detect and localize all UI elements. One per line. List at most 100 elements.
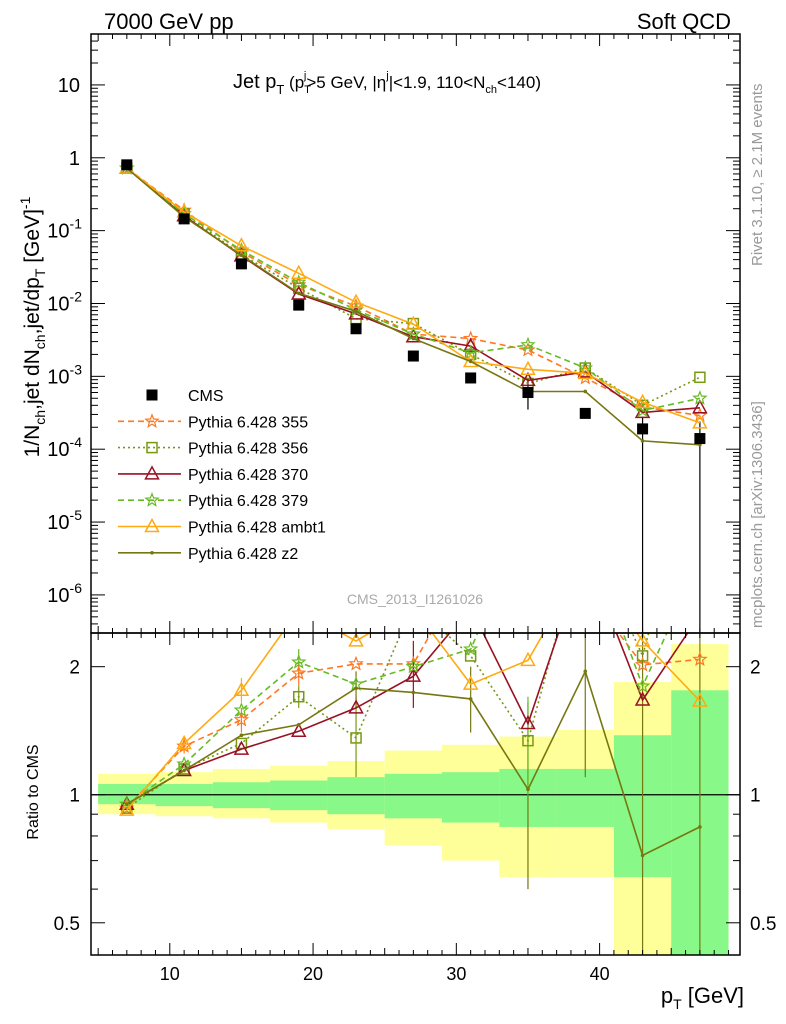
data-point-p356 [694,371,706,384]
ratio-plot-frame [90,632,741,956]
data-point-ambt1 [520,360,536,376]
x-tick-label: 30 [446,964,466,984]
legend-label-z2: Pythia 6.428 z2 [188,546,298,563]
data-point-z2 [640,439,645,443]
y-tick-label: 10-3 [47,361,82,388]
ratio-point-p379 [291,653,307,669]
data-point-cms [579,407,591,419]
data-point-cms [235,258,247,270]
data-point-cms [121,159,133,171]
series-line-p356 [126,167,701,407]
data-point-ambt1 [634,393,651,409]
y-tick-label: 10-4 [47,434,82,461]
data-point-z2 [296,291,301,296]
uncertainty-band-inner [384,773,443,819]
uncertainty-band-inner [442,772,500,823]
legend-label-ambt1: Pythia 6.428 ambt1 [188,520,326,537]
y-tick-label: 10-5 [47,507,82,534]
ratio-point-p356 [522,734,534,747]
ratio-point-z2 [468,697,473,701]
ratio-point-p379 [579,523,591,535]
ratio-point-p379 [233,702,250,717]
ratio-point-z2 [411,690,416,695]
ratio-y-tick-label: 1 [69,786,80,807]
data-point-ambt1 [692,414,708,429]
data-point-p370 [520,371,536,387]
legend-marker-ambt1 [144,517,160,533]
x-tick-label: 10 [160,964,180,984]
ratio-y-tick-label-right: 1 [750,786,761,807]
data-point-ambt1 [290,264,307,280]
data-point-z2 [583,389,588,394]
legend-label-p370: Pythia 6.428 370 [188,467,308,484]
data-point-cms [637,423,649,435]
x-axis-label: pT [GeV] [661,983,744,1012]
ratio-point-p370 [405,667,422,682]
ratio-y-tick-label: 2 [69,658,80,679]
data-point-p379 [634,402,651,418]
legend-label-p379: Pythia 6.428 379 [188,493,308,510]
y-tick-label: 10-2 [47,288,82,315]
mcplots-label: mcplots.cern.ch [arXiv:1306.3436] [749,401,766,628]
data-point-p379 [520,336,536,352]
ratio-point-p356 [292,690,305,703]
ratio-point-p370 [348,699,364,714]
data-point-ambt1 [405,315,422,330]
ratio-point-p355 [522,542,534,554]
ratio-point-p370 [290,722,307,738]
ratio-point-ambt1 [176,734,192,750]
ratio-point-p356 [350,732,362,744]
series-line-p355 [126,167,701,417]
ratio-point-p379 [176,756,192,771]
ratio-point-ambt1 [579,554,592,566]
process-label: Soft QCD [637,9,731,34]
ratio-point-ambt1 [634,633,651,647]
legend-marker-z2 [150,551,154,555]
ratio-y-axis-label: Ratio to CMS [25,744,42,839]
legend-label-p355: Pythia 6.428 355 [188,414,308,431]
data-point-p379 [577,359,594,375]
x-tick-label: 40 [590,964,610,984]
ratio-point-z2 [182,768,186,773]
ratio-point-p355 [233,711,250,727]
ratio-point-ambt1 [348,633,364,647]
ratio-series-line-p370 [126,633,689,805]
data-point-cms [178,213,190,225]
ratio-point-p355 [465,557,477,569]
energy-label: 7000 GeV pp [104,9,234,34]
data-point-p355 [520,341,536,357]
ratio-point-ambt1 [292,603,305,615]
svg-text:1/Nch,jet dNch,jet/dpT [GeV]-1: 1/Nch,jet dNch,jet/dpT [GeV]-1 [17,196,48,457]
series-line-ambt1 [126,167,701,424]
ratio-point-p370 [579,546,592,558]
legend-marker-p370 [144,465,160,480]
plot-title: Jet pT (pTj>5 GeV, |ηj|<1.9, 110<Nch<140… [233,70,541,97]
ratio-point-p379 [634,677,651,693]
ratio-point-p370 [233,740,250,755]
legend-marker-cms [146,389,158,401]
data-point-z2 [468,359,473,364]
ratio-point-z2 [526,787,530,792]
ratio-point-p356 [636,650,649,662]
rivet-version-label: Rivet 3.1.10, ≥ 2.1M events [749,84,766,267]
data-point-cms [465,372,477,384]
ratio-point-z2 [125,802,129,807]
ratio-point-z2 [239,733,244,738]
ratio-point-p379 [522,510,534,522]
ratio-series-line-p379 [126,633,668,805]
main-y-axis-label: 1/Nch,jet dNch,jet/dpT [GeV]-1 [17,196,48,457]
data-point-p370 [290,285,307,300]
data-point-cms [522,387,534,399]
ratio-point-z2 [583,669,588,674]
ratio-point-ambt1 [520,651,536,667]
data-point-ambt1 [577,364,594,380]
analysis-watermark: CMS_2013_I1261026 [347,591,483,607]
ratio-point-p370 [520,714,536,730]
ratio-point-z2 [640,853,645,858]
data-point-z2 [411,336,416,341]
ratio-point-p379 [405,658,422,674]
data-point-p379 [692,390,708,405]
ratio-y-tick-label: 0.5 [54,914,80,935]
data-point-p355 [462,330,479,346]
data-point-p370 [692,399,708,414]
